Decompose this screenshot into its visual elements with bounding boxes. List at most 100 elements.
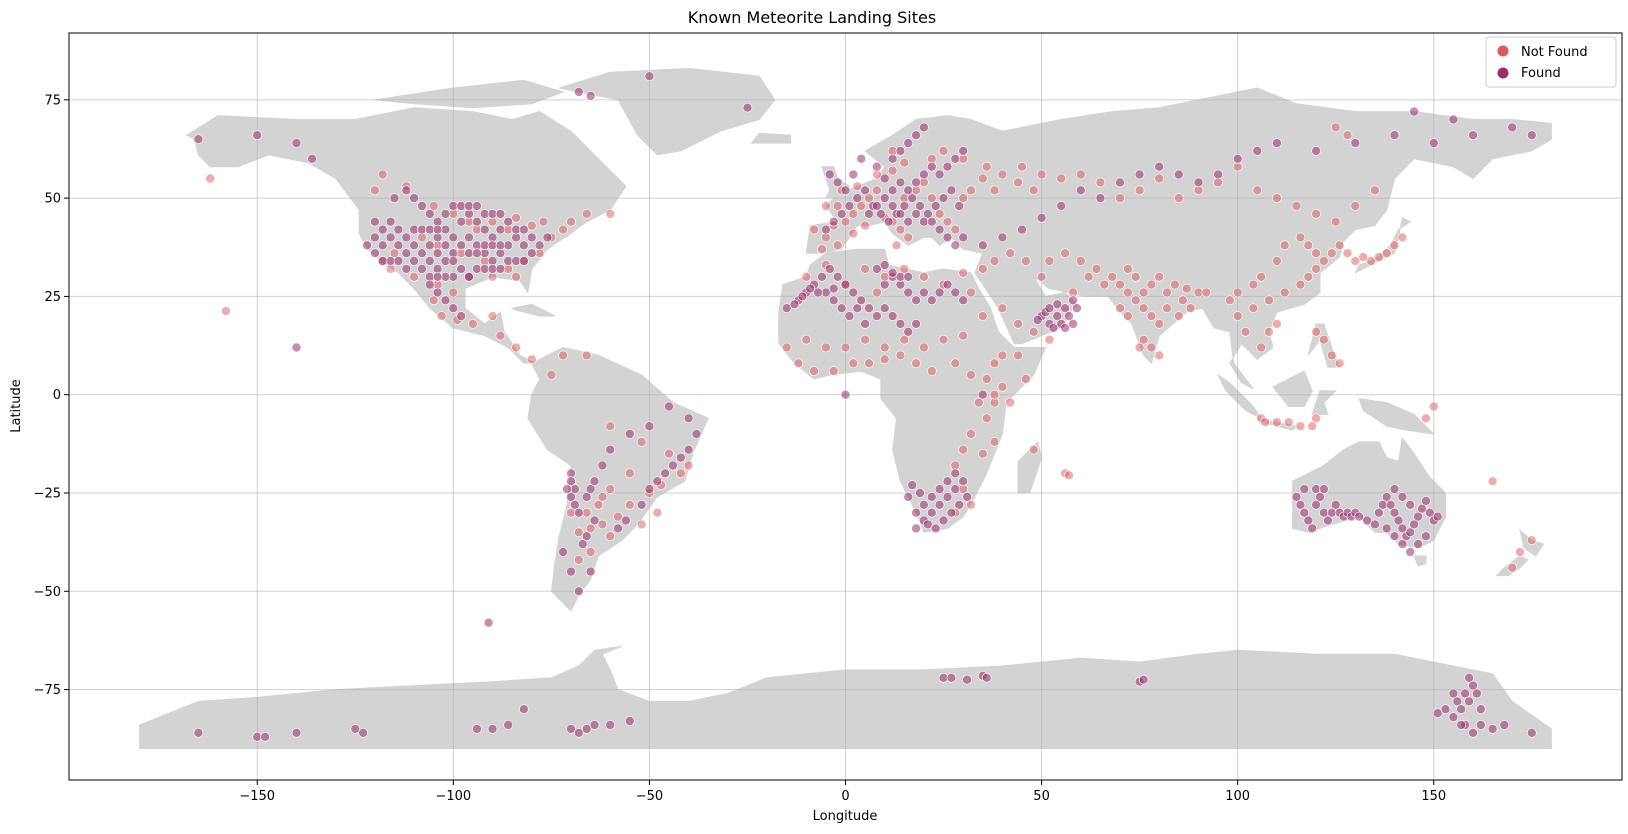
data-point	[468, 319, 478, 329]
data-point	[487, 724, 498, 734]
data-point	[821, 342, 831, 353]
data-point	[1130, 271, 1141, 282]
data-point	[860, 185, 870, 196]
data-point	[1397, 523, 1408, 534]
data-point	[1138, 674, 1149, 685]
data-point	[644, 484, 655, 494]
data-point	[879, 173, 890, 184]
legend-label-not-found: Not Found	[1521, 45, 1588, 60]
data-point	[597, 519, 608, 530]
data-point	[958, 330, 969, 341]
data-point	[1319, 256, 1329, 266]
data-point	[872, 264, 882, 274]
data-point	[903, 287, 914, 298]
data-point	[558, 224, 568, 235]
data-point	[1334, 240, 1345, 251]
data-point	[879, 260, 890, 270]
data-point	[934, 224, 945, 235]
data-point	[389, 248, 400, 258]
data-point	[958, 267, 969, 278]
data-point	[1299, 507, 1310, 518]
data-point	[1295, 421, 1306, 432]
data-point	[950, 468, 961, 479]
data-point	[919, 169, 929, 180]
data-point	[472, 248, 482, 258]
data-point	[1154, 173, 1164, 184]
land-eurasia	[805, 87, 1552, 390]
data-point	[966, 185, 976, 196]
y-tick-label: 25	[44, 290, 61, 305]
data-point	[393, 224, 404, 235]
data-point	[926, 161, 937, 172]
data-point	[934, 484, 945, 494]
data-point	[1472, 688, 1482, 699]
data-point	[1095, 193, 1106, 203]
data-point	[938, 193, 949, 203]
plot-area	[68, 32, 1623, 781]
data-point	[864, 209, 874, 219]
data-point	[911, 507, 921, 518]
data-point	[526, 248, 537, 258]
data-point	[895, 146, 906, 156]
data-point	[1005, 397, 1016, 408]
data-point	[977, 448, 988, 459]
data-point	[934, 499, 945, 510]
data-point	[852, 303, 863, 314]
data-point	[573, 554, 584, 565]
data-point	[958, 295, 969, 306]
y-axis: −75 −50 −25 0 25 50 75	[34, 93, 69, 698]
data-point	[393, 256, 404, 266]
data-point	[1083, 271, 1094, 282]
data-point	[789, 299, 800, 310]
data-point	[605, 421, 616, 432]
data-point	[958, 146, 969, 156]
data-point	[1232, 311, 1243, 321]
data-point	[389, 193, 400, 203]
data-point	[1123, 311, 1133, 321]
data-point	[1044, 303, 1055, 314]
data-point	[1013, 319, 1023, 329]
land-greenland	[559, 67, 776, 156]
data-point	[864, 358, 874, 369]
data-point	[1389, 531, 1400, 542]
data-point	[1134, 169, 1145, 180]
data-point	[1303, 240, 1314, 251]
data-point	[997, 381, 1008, 392]
data-point	[1044, 256, 1055, 266]
data-point	[1448, 688, 1459, 699]
data-point	[1095, 177, 1106, 188]
data-point	[1381, 248, 1392, 258]
data-point	[860, 220, 870, 231]
data-point	[903, 232, 914, 243]
data-point	[519, 256, 529, 266]
data-point	[1021, 374, 1031, 384]
data-point	[950, 224, 961, 235]
data-point	[1362, 515, 1372, 526]
data-point	[1032, 315, 1043, 325]
data-point	[526, 220, 537, 231]
data-point	[624, 499, 635, 510]
data-point	[911, 319, 921, 329]
data-point	[958, 476, 969, 487]
data-point	[1389, 507, 1400, 518]
data-point	[1393, 515, 1404, 526]
data-point	[1115, 279, 1125, 290]
data-point	[946, 672, 957, 683]
data-point	[1264, 295, 1274, 306]
data-point	[997, 303, 1008, 314]
data-point	[977, 389, 988, 400]
data-point	[1272, 193, 1282, 203]
data-point	[1060, 323, 1070, 333]
data-point	[879, 354, 890, 365]
data-point	[911, 130, 921, 140]
data-point	[1021, 256, 1031, 266]
data-point	[1429, 401, 1439, 412]
data-point	[1527, 535, 1537, 546]
data-point	[1389, 130, 1400, 140]
data-point	[872, 287, 882, 298]
data-point	[664, 448, 674, 459]
data-point	[1476, 720, 1486, 730]
data-point	[977, 264, 988, 274]
data-point	[652, 507, 663, 518]
